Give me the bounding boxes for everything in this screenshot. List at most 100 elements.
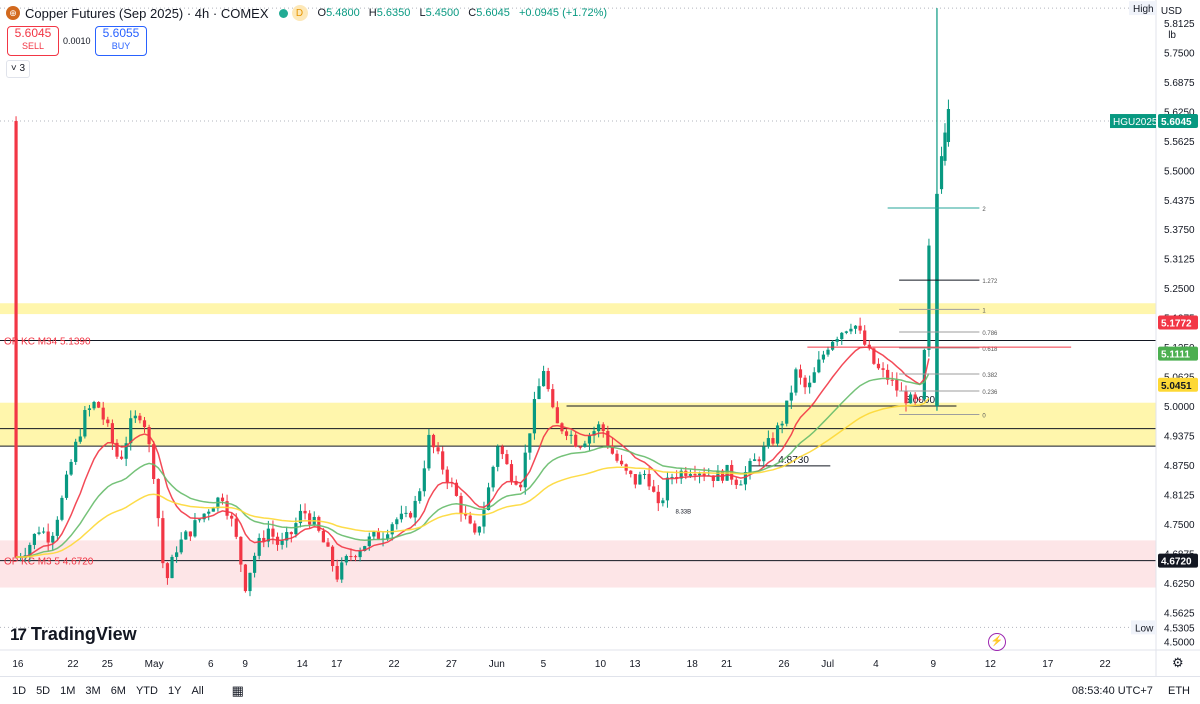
candle-body: [399, 513, 403, 520]
candle: [97, 401, 101, 409]
candle-body: [574, 434, 578, 447]
range-button-5d[interactable]: 5D: [36, 684, 51, 697]
candle: [899, 382, 904, 392]
candle-body: [64, 474, 69, 498]
candle: [835, 336, 839, 346]
candle-body: [629, 470, 633, 475]
candle-body: [753, 459, 757, 461]
candle: [606, 425, 610, 449]
range-button-ytd[interactable]: YTD: [135, 684, 158, 697]
range-button-1d[interactable]: 1D: [12, 684, 27, 697]
candle-body: [872, 348, 876, 364]
candle: [60, 495, 64, 522]
candle: [913, 392, 917, 405]
candle: [239, 536, 243, 573]
candle: [867, 340, 871, 351]
candle-body: [541, 370, 546, 387]
sell-button[interactable]: 5.6045 SELL: [7, 26, 59, 56]
candle: [216, 496, 220, 512]
tradingview-logo[interactable]: 17 TradingView: [10, 624, 137, 644]
candle-body: [583, 443, 587, 447]
y-tick-label: 5.2500: [1164, 284, 1195, 295]
candle-body: [92, 401, 96, 409]
candle: [863, 325, 867, 346]
candle: [569, 430, 573, 444]
candle: [289, 531, 293, 543]
candle: [441, 446, 445, 475]
candle: [821, 350, 826, 363]
x-tick-label: 14: [297, 659, 309, 670]
candle-body: [115, 442, 119, 457]
currency-selector[interactable]: USD: [1160, 6, 1182, 17]
clock-time[interactable]: 08:53:40 UTC+7: [1071, 684, 1153, 697]
candle-body: [821, 354, 826, 360]
candle: [808, 375, 812, 394]
y-tick-label: 4.5625: [1164, 608, 1195, 619]
buy-button[interactable]: 5.6055 BUY: [95, 26, 147, 56]
candle: [500, 444, 504, 460]
candle: [789, 385, 793, 409]
symbol-title[interactable]: Copper Futures (Sep 2025) · 4h · COMEX: [25, 5, 269, 21]
candle-body: [285, 532, 289, 541]
candle: [514, 475, 518, 486]
gear-icon[interactable]: ⚙: [1172, 655, 1184, 670]
x-tick-label: 16: [12, 659, 24, 670]
candle: [830, 340, 835, 351]
candle-body: [83, 410, 87, 437]
range-button-6m[interactable]: 6M: [110, 684, 126, 697]
late-candle-body: [946, 109, 951, 143]
candle: [798, 364, 803, 385]
candle-body: [445, 469, 449, 483]
candle: [564, 429, 569, 441]
candle-body: [867, 344, 871, 349]
chart-canvas[interactable]: OP KC M34 5.1390 OP KC M3 5 4.6720 5.0000 4…: [0, 0, 1200, 676]
y-tick-label: 5.4375: [1164, 196, 1195, 207]
candle-body: [170, 556, 174, 579]
candle-body: [688, 474, 692, 476]
candle: [376, 528, 381, 540]
candle-body: [207, 511, 211, 514]
lightning-icon[interactable]: ⚡: [988, 633, 1006, 651]
x-tick-label: 12: [985, 659, 997, 670]
session-toggle[interactable]: ETH: [1168, 684, 1190, 697]
candle-body: [468, 515, 472, 524]
candle-body: [390, 524, 394, 535]
indicators-toggle[interactable]: ˅ 3: [6, 60, 30, 78]
candle: [78, 428, 82, 444]
zone-2: [0, 540, 1156, 588]
candle-body: [895, 379, 899, 391]
high-tag-label: High: [1133, 4, 1154, 15]
candle: [656, 485, 660, 512]
candle-body: [97, 401, 101, 408]
range-button-3m[interactable]: 3M: [85, 684, 101, 697]
candle-body: [826, 349, 830, 355]
range-button-1y[interactable]: 1Y: [167, 684, 182, 697]
candle-body: [569, 434, 573, 436]
delayed-badge: D: [291, 5, 308, 21]
x-tick-label: May: [145, 659, 164, 670]
candle-body: [46, 531, 50, 543]
candle: [491, 465, 495, 492]
candle: [124, 436, 128, 467]
candle-body: [835, 339, 839, 342]
candle: [248, 572, 252, 597]
price-tag-box: [1158, 553, 1198, 568]
candle: [858, 317, 862, 334]
moving-average-line-2: [16, 373, 930, 558]
candle-body: [413, 500, 417, 518]
candle-body: [858, 325, 862, 331]
candle-body: [32, 533, 37, 545]
unit-selector[interactable]: lb: [1168, 30, 1176, 41]
candle-body: [234, 518, 238, 537]
candle: [358, 547, 362, 562]
candle: [184, 530, 188, 540]
range-button-all[interactable]: All: [191, 684, 204, 697]
candle-body: [886, 369, 890, 380]
range-button-1m[interactable]: 1M: [60, 684, 76, 697]
calendar-icon[interactable]: ▦: [231, 682, 244, 698]
candle-body: [913, 394, 917, 400]
candle-body: [734, 479, 738, 485]
candle: [904, 385, 908, 412]
candle-body: [532, 399, 537, 434]
candle: [762, 441, 766, 468]
